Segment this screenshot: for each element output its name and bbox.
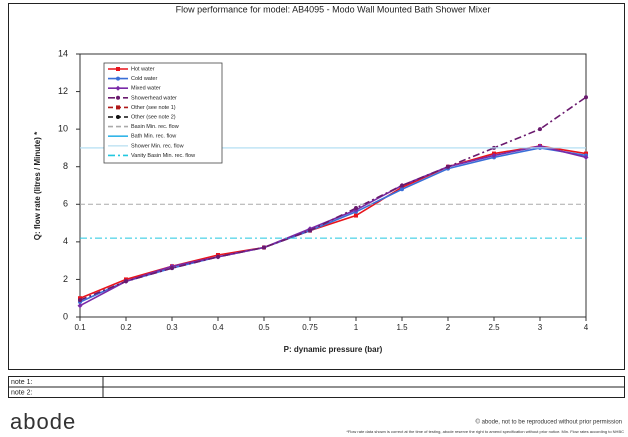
legend-label: Showerhead water <box>131 95 177 101</box>
data-point <box>400 183 404 188</box>
x-tick-label: 2.5 <box>488 323 500 332</box>
data-point <box>400 187 404 192</box>
y-tick-label: 0 <box>63 311 68 321</box>
legend-marker <box>115 85 121 91</box>
y-tick-label: 2 <box>63 274 68 284</box>
data-point <box>491 152 497 158</box>
data-point <box>538 127 542 132</box>
data-point <box>216 254 220 259</box>
logo: abode <box>10 409 76 434</box>
legend-label: Other (see note 1) <box>131 105 176 111</box>
copyright: © abode, not to be reproduced without pr… <box>475 419 622 426</box>
y-axis-label: Q: flow rate (litres / Minute) * <box>33 131 42 240</box>
x-axis-label: P: dynamic pressure (bar) <box>284 345 383 354</box>
y-tick-label: 12 <box>58 86 68 96</box>
legend-label: Bath Min. rec. flow <box>131 134 176 140</box>
x-tick-label: 0.75 <box>302 323 318 332</box>
legend-marker <box>116 76 120 81</box>
footnote: *Flow rate data shown is correct at the … <box>346 429 624 434</box>
data-point <box>446 164 450 169</box>
legend-label: Hot water <box>131 66 155 72</box>
data-point <box>354 206 358 211</box>
x-tick-label: 0.4 <box>212 323 224 332</box>
x-tick-label: 3 <box>538 323 543 332</box>
x-tick-label: 0.1 <box>74 323 86 332</box>
legend-label: Cold water <box>131 76 157 82</box>
x-tick-label: 2 <box>446 323 451 332</box>
data-point <box>78 298 82 303</box>
x-tick-label: 1 <box>354 323 359 332</box>
x-tick-label: 0.3 <box>166 323 178 332</box>
data-point <box>124 279 128 284</box>
x-tick-label: 1.5 <box>396 323 408 332</box>
series-line <box>79 145 587 307</box>
data-point <box>308 228 312 233</box>
note-label: note 2: <box>11 389 32 396</box>
data-point <box>77 303 83 309</box>
data-point <box>170 266 174 271</box>
y-tick-label: 10 <box>58 124 68 134</box>
data-point <box>354 213 358 218</box>
legend-label: Shower Min. rec. flow <box>131 143 184 149</box>
legend-marker <box>116 115 120 119</box>
x-tick-label: 0.2 <box>120 323 132 332</box>
plot-area <box>79 53 587 318</box>
data-point <box>262 245 266 250</box>
y-tick-label: 8 <box>63 161 68 171</box>
y-tick-label: 6 <box>63 199 68 209</box>
legend-marker <box>116 95 120 100</box>
legend-label: Other (see note 2) <box>131 114 176 120</box>
note-label: note 1: <box>11 379 32 386</box>
legend-marker <box>116 105 120 110</box>
legend-label: Mixed water <box>131 86 161 92</box>
data-point <box>583 154 589 160</box>
series-line <box>79 147 587 303</box>
y-tick-label: 14 <box>58 48 68 58</box>
x-tick-label: 0.5 <box>258 323 270 332</box>
x-tick-label: 4 <box>584 323 589 332</box>
legend-marker <box>116 67 120 71</box>
data-point <box>537 143 543 149</box>
legend-label: Basin Min. rec. flow <box>131 124 179 130</box>
legend-label: Vanity Basin Min. rec. flow <box>131 153 195 159</box>
chart-frame <box>8 3 625 370</box>
series-line <box>79 145 587 299</box>
data-point <box>584 95 588 100</box>
series-line <box>79 96 587 301</box>
y-tick-label: 4 <box>63 236 68 246</box>
chart-title: Flow performance for model: AB4095 - Mod… <box>176 4 491 14</box>
